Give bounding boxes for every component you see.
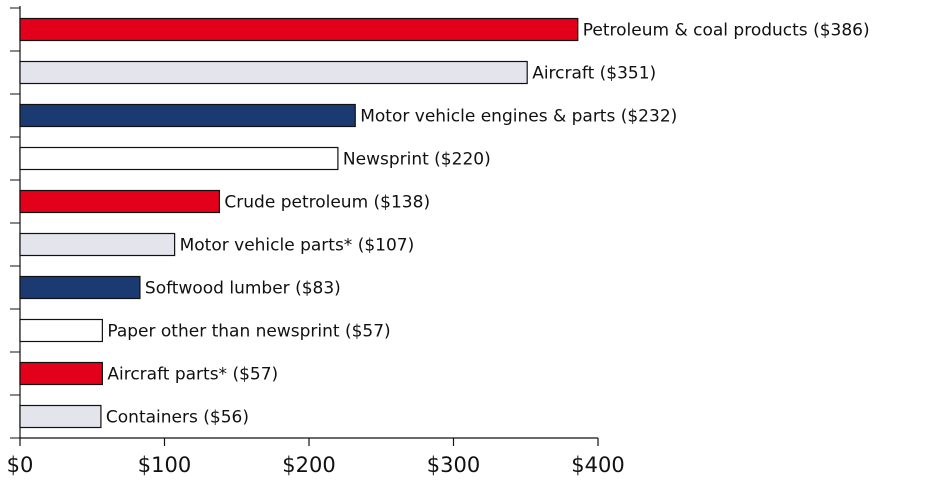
bar-label: Aircraft ($351) xyxy=(532,64,656,84)
bar-label: Petroleum & coal products ($386) xyxy=(583,21,870,41)
x-tick-label: $0 xyxy=(7,453,34,477)
bar xyxy=(19,189,221,214)
x-tick-label: $200 xyxy=(282,453,335,477)
bar-label: Softwood lumber ($83) xyxy=(145,279,341,299)
bar xyxy=(19,232,176,257)
bar xyxy=(19,404,102,429)
bar-label: Motor vehicle parts* ($107) xyxy=(180,236,415,256)
bar xyxy=(19,103,356,128)
x-tick-label: $300 xyxy=(427,453,480,477)
bar xyxy=(19,17,579,42)
bar-label: Aircraft parts* ($57) xyxy=(107,365,278,385)
bar xyxy=(19,318,103,343)
x-tick-label: $100 xyxy=(138,453,191,477)
bar-label: Newsprint ($220) xyxy=(343,150,491,170)
bar xyxy=(19,361,103,386)
bar-label: Paper other than newsprint ($57) xyxy=(107,322,390,342)
bar xyxy=(19,60,528,85)
bar xyxy=(19,275,141,300)
bar-label: Crude petroleum ($138) xyxy=(224,193,430,213)
bar xyxy=(19,146,339,171)
x-tick-label: $400 xyxy=(571,453,624,477)
bar-label: Motor vehicle engines & parts ($232) xyxy=(360,107,677,127)
bar-label: Containers ($56) xyxy=(106,408,249,428)
